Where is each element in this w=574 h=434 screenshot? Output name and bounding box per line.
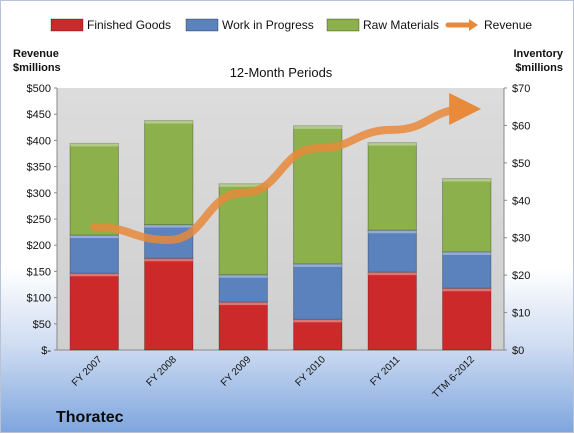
bar-raw-materials-ttm-6-2012 — [442, 178, 492, 253]
bar-finished-goods-ttm-6-2012 — [442, 287, 492, 351]
bar-highlight-finished-goods-fy-2009 — [219, 302, 268, 306]
y-left-tick-label: $450 — [27, 109, 51, 121]
bar-raw-materials-fy-2007 — [69, 142, 119, 236]
bar-highlight-raw-materials-fy-2010 — [293, 125, 342, 129]
bar-finished-goods-fy-2008 — [144, 257, 194, 351]
bar-highlight-raw-materials-fy-2009 — [219, 183, 268, 187]
series-line-revenue — [90, 92, 482, 244]
y-right-tick-label: $20 — [512, 270, 530, 282]
legend-swatch-finished-goods — [50, 18, 84, 32]
x-tick-label: FY 2007 — [70, 354, 105, 389]
y-left-tick-label: $350 — [27, 162, 51, 174]
bar-finished-goods-fy-2007 — [69, 272, 119, 351]
y-left-tick-label: $100 — [27, 293, 51, 305]
legend: Finished Goods Work in Progress Raw Materi… — [50, 18, 532, 32]
bar-highlight-raw-materials-fy-2011 — [368, 142, 417, 146]
bar-raw-materials-fy-2011 — [367, 142, 417, 231]
x-tick-label: FY 2008 — [144, 354, 179, 389]
legend-swatch-raw-materials — [326, 18, 360, 32]
y-left-tick-label: $300 — [27, 188, 51, 200]
y-left-tick-label: $150 — [27, 266, 51, 278]
bar-work-in-progress-fy-2007 — [69, 234, 119, 274]
bar-highlight-finished-goods-fy-2010 — [293, 319, 342, 323]
bar-work-in-progress-ttm-6-2012 — [442, 251, 492, 289]
bar-highlight-raw-materials-fy-2007 — [70, 143, 119, 147]
y-right-tick-label: $30 — [512, 233, 530, 245]
plot-background — [57, 88, 504, 350]
bar-highlight-work-in-progress-fy-2011 — [368, 230, 417, 234]
bar-highlight-work-in-progress-ttm-6-2012 — [442, 251, 491, 255]
x-tick-label: FY 2011 — [369, 354, 403, 388]
y-right-tick-label: $0 — [512, 345, 524, 357]
y-left-tick-label: $400 — [27, 135, 51, 147]
bar-highlight-work-in-progress-fy-2007 — [70, 235, 119, 239]
company-name: Thoratec — [56, 409, 124, 426]
bar-work-in-progress-fy-2010 — [293, 263, 343, 320]
bar-highlight-finished-goods-fy-2008 — [144, 258, 193, 262]
plot-area: $- $50 $100 $150 $200 $250 $300 $350 $400 $450 $50… — [27, 83, 531, 401]
y-right-tick-label: $50 — [512, 158, 530, 170]
y-right-title-line2: $millions — [515, 62, 563, 74]
bar-work-in-progress-fy-2009 — [218, 274, 268, 303]
x-tick-label: TTM 6-2012 — [431, 354, 478, 401]
y-right-tick-label: $60 — [512, 120, 530, 132]
bar-highlight-raw-materials-fy-2008 — [144, 120, 193, 124]
legend-swatch-work-in-progress — [185, 18, 219, 32]
bar-highlight-finished-goods-fy-2007 — [70, 273, 119, 277]
bar-work-in-progress-fy-2011 — [367, 229, 417, 273]
bar-highlight-work-in-progress-fy-2010 — [293, 263, 342, 267]
legend-label-finished-goods: Finished Goods — [87, 18, 171, 32]
bar-finished-goods-fy-2009 — [218, 301, 268, 351]
x-tick-label: FY 2010 — [293, 354, 328, 389]
y-right-tick-label: $40 — [512, 195, 530, 207]
y-right-title-line1: Inventory — [513, 48, 563, 60]
y-right-tick-label: $70 — [512, 83, 530, 95]
bar-finished-goods-fy-2011 — [367, 271, 417, 351]
bar-raw-materials-fy-2008 — [144, 120, 194, 226]
bar-highlight-finished-goods-fy-2011 — [368, 272, 417, 276]
bar-highlight-finished-goods-ttm-6-2012 — [442, 288, 491, 292]
legend-arrow-icon — [469, 19, 478, 31]
y-left-tick-label: $200 — [27, 240, 51, 252]
y-left-tick-label: $- — [41, 345, 51, 357]
bar-finished-goods-fy-2010 — [293, 318, 343, 351]
legend-label-revenue: Revenue — [484, 18, 532, 32]
bar-highlight-work-in-progress-fy-2009 — [219, 274, 268, 278]
x-tick-label: FY 2009 — [219, 354, 254, 389]
bar-highlight-raw-materials-ttm-6-2012 — [442, 178, 491, 182]
legend-label-raw-materials: Raw Materials — [363, 18, 439, 32]
y-right-tick-label: $10 — [512, 308, 530, 320]
y-left-tick-label: $500 — [27, 83, 51, 95]
y-left-tick-label: $50 — [33, 319, 51, 331]
y-left-title-line2: $millions — [13, 62, 61, 74]
bar-highlight-work-in-progress-fy-2008 — [144, 224, 193, 228]
legend-label-work-in-progress: Work in Progress — [222, 18, 314, 32]
y-left-title-line1: Revenue — [13, 48, 59, 60]
chart-title: 12-Month Periods — [230, 65, 333, 80]
y-left-tick-label: $250 — [27, 214, 51, 226]
